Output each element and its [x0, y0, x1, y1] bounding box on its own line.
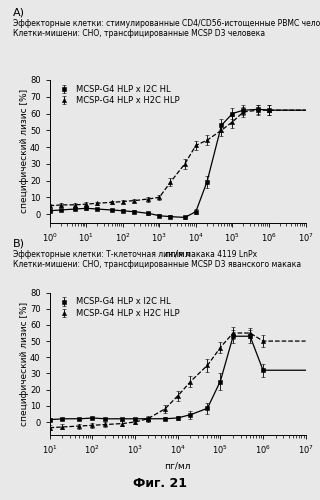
Text: Клетки-мишени: CHO, трансфицированные MCSP D3 человека: Клетки-мишени: CHO, трансфицированные MC…: [13, 29, 265, 38]
Legend: MCSP-G4 HLP x I2C HL, MCSP-G4 HLP x H2C HLP: MCSP-G4 HLP x I2C HL, MCSP-G4 HLP x H2C …: [54, 296, 181, 318]
Text: Эффекторные клетки: стимулированные CD4/CD56-истощенные PBMC человека: Эффекторные клетки: стимулированные CD4/…: [13, 19, 320, 28]
Y-axis label: специфический лизис [%]: специфический лизис [%]: [20, 89, 28, 214]
Text: Эффекторные клетки: Т-клеточная линия макака 4119 LnPx: Эффекторные клетки: Т-клеточная линия ма…: [13, 250, 257, 259]
Text: Клетки-мишени: CHO, трансфицированные MCSP D3 яванского макака: Клетки-мишени: CHO, трансфицированные MC…: [13, 260, 301, 269]
Text: А): А): [13, 8, 25, 18]
Text: В): В): [13, 239, 25, 249]
Text: Фиг. 21: Фиг. 21: [133, 477, 187, 490]
Legend: MCSP-G4 HLP x I2C HL, MCSP-G4 HLP x H2C HLP: MCSP-G4 HLP x I2C HL, MCSP-G4 HLP x H2C …: [54, 84, 181, 106]
X-axis label: пг/мл: пг/мл: [164, 250, 191, 258]
Y-axis label: специфический лизис [%]: специфический лизис [%]: [20, 302, 28, 426]
X-axis label: пг/мл: пг/мл: [164, 462, 191, 471]
